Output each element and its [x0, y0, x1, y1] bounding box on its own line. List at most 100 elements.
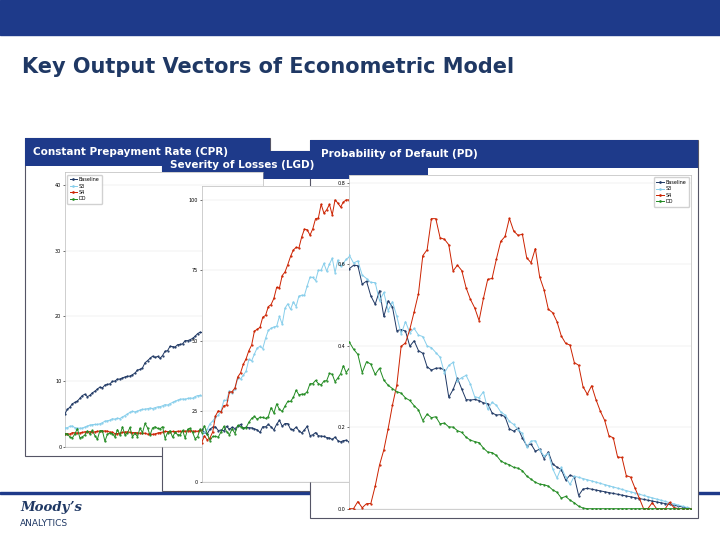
Baseline [189, 335, 197, 342]
Line: DD: DD [201, 351, 422, 441]
Text: Moody’s: Moody’s [20, 501, 82, 514]
DD [184, 426, 192, 433]
Line: Baseline: Baseline [201, 420, 422, 463]
Bar [0, 0, 720, 35]
S3 [191, 393, 199, 400]
S3 [553, 475, 562, 481]
S4 [687, 505, 696, 512]
DD [258, 248, 267, 254]
Baseline [236, 301, 245, 307]
DD [583, 505, 592, 512]
S4 [246, 421, 255, 427]
S3 [198, 393, 207, 400]
S4 [342, 197, 351, 203]
S4 [395, 239, 403, 246]
Line: DD: DD [348, 341, 692, 510]
S4 [333, 200, 342, 206]
S3 [648, 495, 657, 501]
S3 [687, 505, 696, 512]
S3 [60, 424, 69, 431]
Baseline [197, 426, 206, 433]
DD [350, 362, 359, 368]
S4 [570, 359, 579, 366]
Baseline [330, 434, 339, 440]
Baseline [297, 430, 306, 436]
S3 [566, 481, 575, 488]
S3 [339, 260, 348, 267]
DD [397, 357, 406, 363]
DD [330, 379, 339, 385]
Text: ← Baseline: ← Baseline [351, 194, 377, 200]
DD [238, 310, 247, 316]
Line: S4: S4 [201, 199, 422, 444]
Baseline [60, 411, 69, 417]
S4 [330, 197, 339, 203]
DD [566, 497, 575, 503]
S4 [557, 333, 566, 339]
Line: Baseline: Baseline [64, 290, 264, 415]
S4 [238, 422, 247, 428]
Text: Key Output Vectors of Econometric Model: Key Output Vectors of Econometric Model [22, 57, 514, 77]
S3 [496, 409, 505, 415]
Baseline [258, 287, 267, 294]
Text: Managing liquidity risk under regulatory pressure, November 2011    80: Managing liquidity risk under regulatory… [360, 510, 663, 519]
Baseline [350, 438, 359, 444]
S4 [60, 430, 69, 437]
S4 [350, 197, 359, 203]
DD [496, 457, 505, 464]
Baseline [652, 498, 661, 505]
DD [381, 349, 390, 355]
S3 [197, 433, 206, 440]
S4 [258, 421, 267, 427]
S3 [150, 404, 159, 411]
S3 [369, 247, 378, 253]
Legend: Baseline, S3, S4, DD: Baseline, S3, S4, DD [67, 175, 102, 204]
Baseline [500, 414, 509, 420]
Baseline [557, 467, 566, 473]
DD [687, 505, 696, 512]
S3 [328, 255, 336, 261]
S4 [583, 391, 592, 397]
S3 [345, 252, 354, 258]
Baseline [349, 262, 358, 268]
Text: Constant Prepayment Rate (CPR): Constant Prepayment Rate (CPR) [32, 147, 228, 157]
Baseline [179, 341, 187, 347]
S3 [258, 389, 267, 396]
S4 [553, 319, 562, 325]
Baseline [181, 338, 189, 344]
DD [297, 391, 306, 397]
DD [198, 431, 207, 438]
DD [579, 505, 588, 511]
DD [60, 430, 69, 437]
DD [206, 437, 215, 444]
S3 [579, 475, 588, 482]
Baseline [275, 417, 284, 423]
S4 [191, 428, 199, 434]
Line: S3: S3 [348, 254, 692, 510]
DD [150, 423, 159, 430]
S4 [150, 431, 159, 437]
S3 [76, 425, 84, 431]
Line: Baseline: Baseline [348, 265, 692, 510]
Baseline [333, 437, 342, 444]
S3 [294, 293, 303, 299]
S4 [328, 212, 336, 218]
Text: Probability of Default (PD): Probability of Default (PD) [321, 150, 478, 159]
Legend: Baseline, S3, S4, DD: Baseline, S3, S4, DD [654, 178, 689, 207]
Baseline [148, 353, 157, 360]
DD [652, 505, 661, 512]
Baseline [417, 459, 426, 465]
S3 [549, 465, 557, 472]
Baseline [196, 329, 204, 335]
Line: S3: S3 [64, 392, 264, 429]
Baseline [583, 485, 592, 491]
Baseline [687, 505, 696, 512]
S4 [652, 505, 661, 512]
S4 [496, 238, 505, 245]
DD [345, 339, 354, 345]
DD [191, 435, 199, 442]
S4 [148, 431, 157, 437]
S4 [417, 287, 426, 294]
DD [101, 438, 109, 444]
Line: S4: S4 [64, 423, 264, 435]
